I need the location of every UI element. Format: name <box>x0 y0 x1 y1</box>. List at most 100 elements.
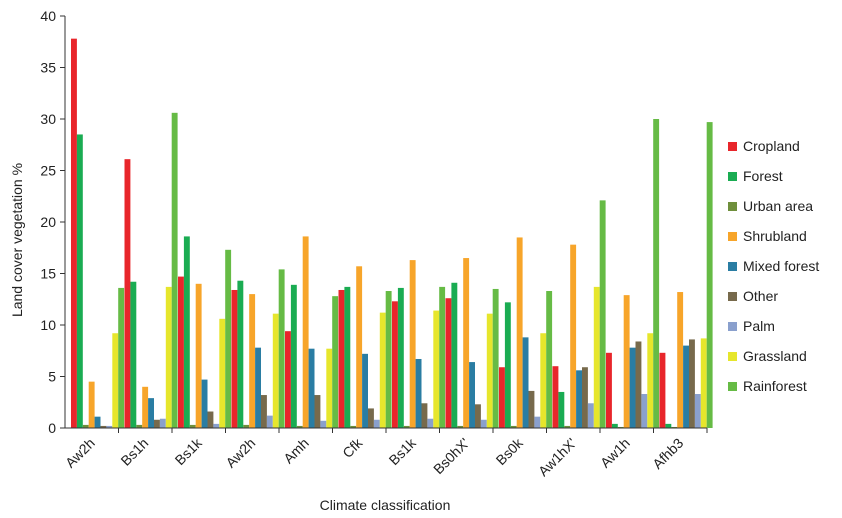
bar-urban-area <box>564 425 571 428</box>
legend-swatch <box>728 382 737 391</box>
bar-palm <box>373 419 380 428</box>
bar-shrubland <box>623 295 630 428</box>
legend-label: Cropland <box>743 138 800 154</box>
x-tick-label: Bs0k <box>493 434 527 468</box>
bar-palm <box>534 416 541 428</box>
y-tick-label: 15 <box>40 266 56 282</box>
bar-urban-area <box>82 424 89 428</box>
bar-rainforest <box>332 296 339 428</box>
bar-palm <box>587 403 594 428</box>
bar-cropland <box>445 298 452 428</box>
bar-rainforest <box>546 291 553 428</box>
bar-shrubland <box>356 266 363 428</box>
legend-swatch <box>728 172 737 181</box>
legend-swatch <box>728 322 737 331</box>
bar-mixed-forest <box>415 358 422 428</box>
bar-other <box>261 395 267 428</box>
bar-grassland <box>165 286 172 428</box>
bar-grassland <box>486 313 493 428</box>
bar-cropland <box>499 367 505 428</box>
bar-shrubland <box>88 381 95 428</box>
legend-label: Forest <box>743 168 783 184</box>
x-axis-ticks: Aw2h Bs1h Bs1k Aw2h Amh Cfk Bs1k Bs0hX' Bs0k Aw1h… <box>62 428 708 479</box>
bar-mixed-forest <box>94 416 101 428</box>
bar-forest <box>397 287 404 428</box>
legend-swatch <box>728 292 737 301</box>
bar-palm <box>266 415 273 428</box>
bar-forest <box>558 391 565 428</box>
bar-rainforest <box>171 112 178 428</box>
bar-cropland <box>338 289 345 428</box>
bar-urban-area <box>243 424 250 428</box>
legend-swatch <box>728 352 737 361</box>
bar-mixed-forest <box>683 345 689 428</box>
bar-palm <box>320 420 327 428</box>
bar-mixed-forest <box>469 362 475 428</box>
bar-other <box>635 341 642 428</box>
bar-cropland <box>552 366 559 428</box>
bar-palm <box>480 419 487 428</box>
bar-rainforest <box>653 119 660 428</box>
bar-grassland <box>379 312 386 428</box>
bar-shrubland <box>677 292 684 428</box>
bar-grassland <box>647 333 654 428</box>
y-tick-label: 0 <box>48 420 56 436</box>
x-tick-label: Afhb3 <box>649 435 686 472</box>
bar-cropland <box>178 276 184 428</box>
bar-other <box>689 339 695 428</box>
bar-cropland <box>231 289 238 428</box>
x-tick-label: Aw1hX' <box>535 435 579 479</box>
bar-forest <box>451 282 458 428</box>
bar-other <box>368 408 374 428</box>
legend: Cropland Forest Urban area Shrubland Mixed f… <box>728 138 819 394</box>
y-tick-label: 25 <box>40 163 56 179</box>
y-tick-label: 10 <box>40 317 56 333</box>
bar-urban-area <box>617 426 624 428</box>
bar-grassland <box>219 318 226 428</box>
bar-forest <box>504 302 511 428</box>
x-tick-label: Bs0hX' <box>430 435 472 477</box>
bar-rainforest <box>439 286 446 428</box>
x-tick-label: Bs1k <box>172 434 206 468</box>
bar-forest <box>290 284 297 428</box>
bar-palm <box>427 418 434 428</box>
x-tick-label: Aw1h <box>597 435 633 471</box>
bar-grassland <box>326 348 333 428</box>
bar-urban-area <box>350 425 357 428</box>
bar-cropland <box>285 331 291 428</box>
y-tick-label: 40 <box>40 8 56 24</box>
bar-rainforest <box>385 291 392 428</box>
bar-mixed-forest <box>362 353 368 428</box>
legend-label: Grassland <box>743 348 807 364</box>
bar-urban-area <box>189 424 196 428</box>
bar-palm <box>213 423 220 428</box>
bar-urban-area <box>457 425 464 428</box>
bar-mixed-forest <box>201 379 208 428</box>
bar-shrubland <box>142 386 149 428</box>
bar-forest <box>665 423 672 428</box>
bar-palm <box>694 394 701 428</box>
bar-rainforest <box>599 200 606 428</box>
bar-forest <box>76 134 83 428</box>
y-tick-label: 20 <box>40 214 56 230</box>
bar-cropland <box>124 159 131 429</box>
bar-rainforest <box>225 249 232 428</box>
x-tick-label: Amh <box>280 435 312 467</box>
bar-shrubland <box>302 236 309 428</box>
bar-grassland <box>112 333 119 428</box>
x-tick-label: Aw2h <box>62 435 98 471</box>
bar-rainforest <box>492 288 499 428</box>
bar-shrubland <box>516 237 523 428</box>
bar-mixed-forest <box>629 347 636 428</box>
bar-mixed-forest <box>576 370 582 428</box>
bar-mixed-forest <box>148 398 154 428</box>
bar-grassland <box>593 286 600 428</box>
bar-grassland <box>272 313 279 428</box>
bar-grassland <box>433 310 440 428</box>
bar-urban-area <box>296 425 303 428</box>
legend-swatch <box>728 232 737 241</box>
bar-shrubland <box>195 283 202 428</box>
bar-rainforest <box>706 122 713 428</box>
x-axis-label: Climate classification <box>320 497 451 513</box>
bar-other <box>528 390 535 428</box>
